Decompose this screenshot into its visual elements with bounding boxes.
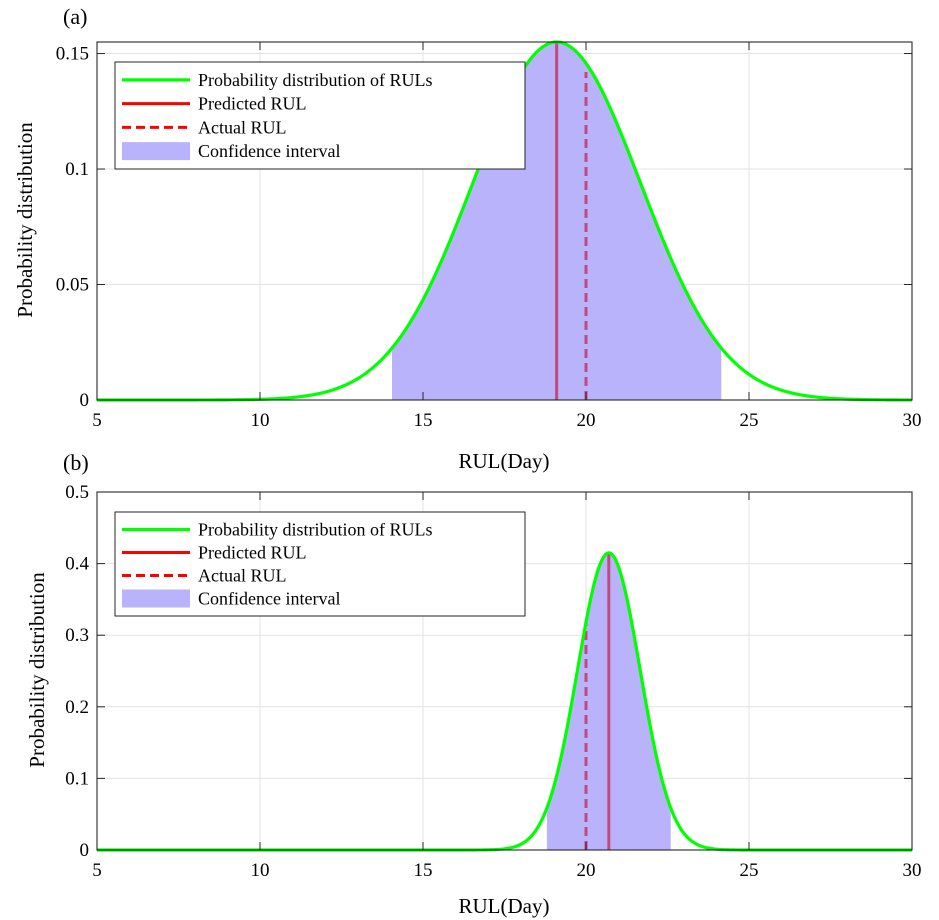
legend: Probability distribution of RULs Predicte… <box>114 61 526 170</box>
y-tick-label: 0.05 <box>56 275 89 296</box>
y-axis-label-a: Probability distribution <box>13 122 37 318</box>
legend-label: Predicted RUL <box>198 94 306 114</box>
x-tick-label: 10 <box>251 410 270 431</box>
y-tick-label: 0.1 <box>65 159 89 180</box>
x-tick-label: 30 <box>903 410 922 431</box>
legend-label: Actual RUL <box>198 566 286 586</box>
y-tick-label: 0.5 <box>65 482 89 503</box>
x-tick-label: 25 <box>740 410 759 431</box>
legend: Probability distribution of RULs Predicte… <box>114 511 526 617</box>
legend-label: Predicted RUL <box>198 543 306 563</box>
x-tick-label: 15 <box>414 860 433 881</box>
x-tick-label: 15 <box>414 410 433 431</box>
x-axis-label-b: RUL(Day) <box>459 894 550 918</box>
legend-swatch-confidence <box>122 142 190 161</box>
y-tick-label: 0 <box>80 390 90 411</box>
x-tick-label: 10 <box>251 860 270 881</box>
legend-label: Confidence interval <box>198 589 340 609</box>
chart-panel-a: (a) RUL(Day) Probability distribution 5 1… <box>13 4 922 473</box>
axes-box <box>96 491 913 851</box>
legend-label: Probability distribution of RULs <box>198 70 433 90</box>
panel-label-a: (a) <box>63 4 87 29</box>
y-tick-label: 0.4 <box>65 554 89 575</box>
panel-label-b: (b) <box>63 450 89 475</box>
x-tick-label: 30 <box>903 860 922 881</box>
x-tick-label: 5 <box>92 410 102 431</box>
y-tick-label: 0.1 <box>65 768 89 789</box>
x-tick-label: 25 <box>740 860 759 881</box>
x-tick-label: 5 <box>92 860 102 881</box>
y-axis-label-b: Probability distribution <box>25 572 49 768</box>
legend-label: Confidence interval <box>198 141 340 161</box>
y-tick-label: 0 <box>80 840 90 861</box>
legend-label: Actual RUL <box>198 117 286 137</box>
axes-box <box>96 41 913 401</box>
y-tick-label: 0.15 <box>56 44 89 65</box>
y-tick-label: 0.3 <box>65 625 89 646</box>
legend-swatch-confidence <box>122 589 190 608</box>
x-tick-label: 20 <box>577 410 596 431</box>
x-tick-label: 20 <box>577 860 596 881</box>
legend-label: Probability distribution of RULs <box>198 520 433 540</box>
chart-panel-b: (b) RUL(Day) Probability distribution 5 1… <box>25 450 922 918</box>
y-tick-label: 0.2 <box>65 697 89 718</box>
x-axis-label-a: RUL(Day) <box>459 449 550 473</box>
